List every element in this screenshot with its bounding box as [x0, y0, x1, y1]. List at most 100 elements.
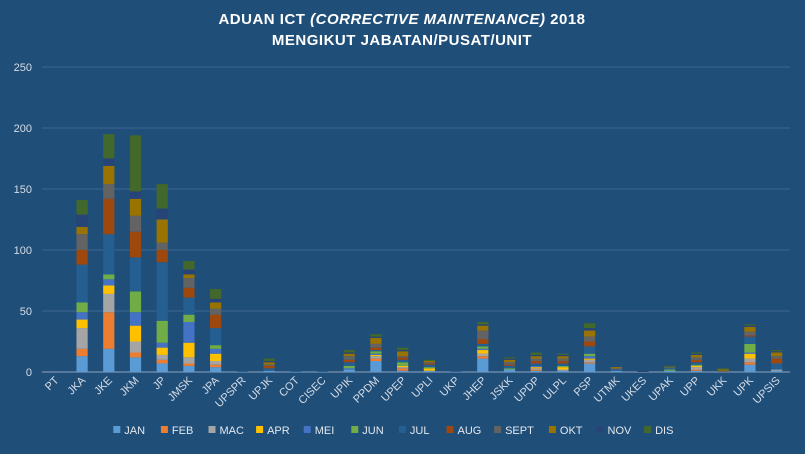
bar-segment [503, 368, 516, 370]
legend-swatch [596, 426, 604, 433]
bar-segment [263, 361, 275, 363]
bar-segment [664, 368, 676, 370]
bar-segment [584, 330, 596, 337]
bar-segment [103, 293, 115, 313]
bar-segment [530, 361, 542, 364]
bar-segment [76, 319, 88, 329]
bar-segment [771, 358, 783, 364]
x-tick-label: JMSK [166, 374, 196, 404]
bar-segment [530, 363, 542, 366]
bar-segment [423, 362, 435, 364]
bar-segment [129, 135, 142, 192]
bar-segment [263, 358, 275, 362]
bar-segment [156, 354, 168, 360]
y-tick-label: 200 [14, 123, 32, 135]
bar-segment [397, 359, 409, 363]
bar-segment [103, 158, 115, 166]
legend-label: NOV [608, 425, 633, 437]
bar-segment [690, 359, 703, 363]
bar-segment [76, 264, 88, 303]
legend-label: SEPT [505, 425, 534, 437]
bar-segment [290, 370, 302, 372]
bar-segment [156, 347, 168, 355]
bar-segment [370, 354, 382, 357]
x-tick-label: UKES [620, 375, 650, 405]
legend-label: JUN [362, 425, 383, 437]
bar-segment [690, 369, 703, 371]
bar-segment [477, 324, 489, 326]
legend-swatch [446, 426, 454, 433]
bar-segment [397, 370, 409, 372]
bar-segment [557, 369, 569, 371]
x-tick-label: JKA [65, 374, 88, 397]
bar-segment [584, 358, 596, 360]
bar-segment [690, 357, 703, 360]
bar-segment [129, 341, 142, 353]
legend-swatch [256, 426, 264, 433]
legend-label: MEI [315, 425, 335, 437]
bar-segment [103, 234, 115, 275]
bar-segment [343, 350, 355, 353]
bar-segment [343, 352, 355, 354]
bar-segment [771, 352, 783, 357]
bar-segment [129, 231, 142, 258]
bar-segment [690, 354, 703, 358]
x-tick-label: UPEP [379, 375, 409, 405]
bar-segment [129, 312, 142, 326]
bar-segment [637, 370, 649, 372]
chart-title-part-3: 2018 [545, 11, 585, 28]
bar-segment [343, 359, 355, 363]
bar-segment [183, 274, 195, 279]
bar-segment [370, 353, 382, 355]
bar-segment [664, 365, 676, 368]
bar-segment [129, 291, 142, 313]
bar-segment [76, 250, 88, 265]
bar-segment [477, 346, 489, 349]
bar-segment [129, 257, 142, 292]
bar-segment [530, 369, 542, 371]
bar-segment [156, 320, 168, 343]
bar-segment [129, 357, 142, 372]
bar-segment [744, 336, 756, 344]
bar-segment [690, 352, 703, 354]
bar-segment [263, 365, 275, 369]
bar-segment [370, 343, 382, 348]
x-tick-label: PPDM [351, 375, 382, 406]
bar-segment [477, 353, 489, 357]
x-tick-label: UPDP [512, 375, 542, 405]
bar-segment [530, 367, 542, 369]
bar-segment [76, 356, 88, 372]
bar-segment [370, 336, 382, 338]
bar-segment [210, 353, 222, 362]
bar-segment [397, 356, 409, 358]
bar-segment [370, 347, 382, 351]
bar-segment [584, 323, 596, 329]
bar-segment [370, 351, 382, 354]
legend-swatch [303, 426, 311, 433]
bar-segment [210, 328, 222, 346]
bar-segment [397, 351, 409, 357]
chart-title-part-2: (CORRECTIVE MAINTENANCE) [310, 11, 545, 28]
bar-segment [690, 362, 703, 365]
bar-segment [503, 369, 516, 372]
bar-segment [370, 350, 382, 352]
bar-segment [477, 358, 489, 372]
bar-segment [690, 353, 703, 355]
bar-segment [370, 337, 382, 344]
bar-segment [610, 369, 622, 371]
bar-segment [183, 357, 195, 364]
bar-segment [76, 214, 88, 227]
bar-segment [744, 343, 756, 353]
chart-subtitle: MENGIKUT JABATAN/PUSAT/UNIT [272, 32, 532, 49]
bar-segment [210, 361, 222, 365]
bar-segment [771, 350, 783, 352]
bar-segment [664, 369, 676, 371]
bar-segment [397, 367, 409, 369]
bar-segment [584, 336, 596, 342]
bar-segment [397, 368, 409, 371]
bar-segment [771, 356, 783, 359]
bar-segment [210, 298, 222, 303]
bar-segment [156, 363, 168, 372]
